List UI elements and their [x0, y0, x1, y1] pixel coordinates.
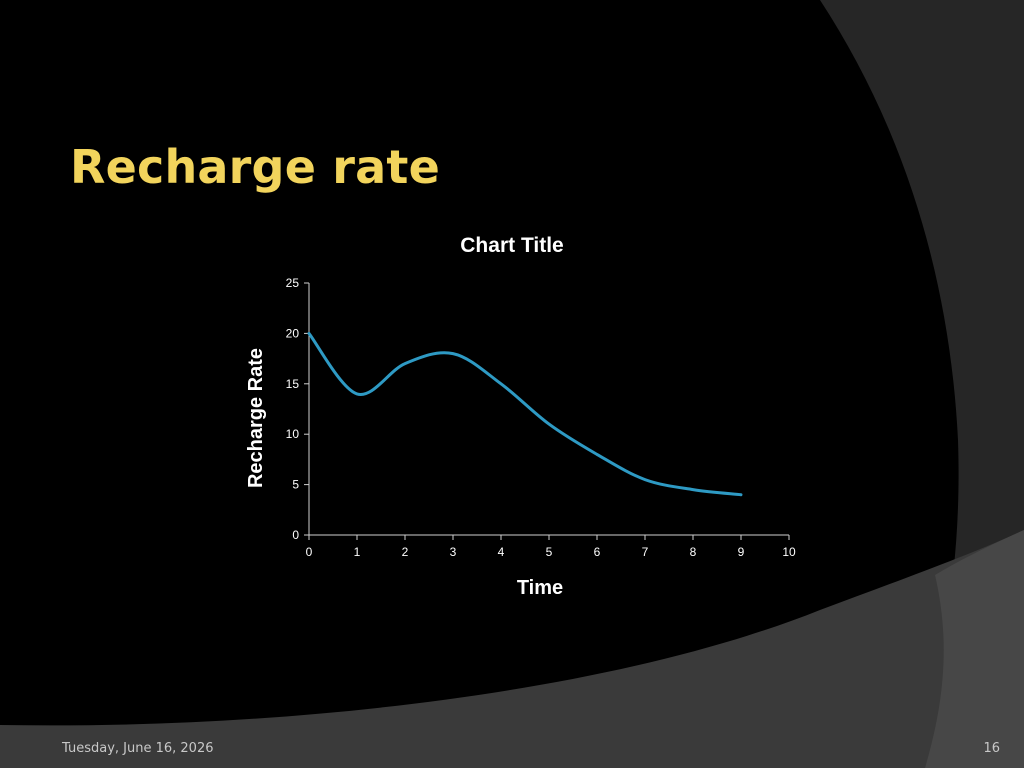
chart-title: Chart Title	[460, 234, 563, 257]
y-tick-label: 20	[286, 326, 300, 340]
y-tick-label: 10	[286, 427, 300, 441]
x-tick-label: 5	[546, 545, 553, 559]
x-tick-label: 4	[498, 545, 505, 559]
y-tick-label: 15	[286, 377, 300, 391]
x-tick-label: 9	[738, 545, 745, 559]
x-tick-label: 2	[402, 545, 409, 559]
x-tick-label: 8	[690, 545, 697, 559]
footer-date: Tuesday, June 16, 2026	[62, 741, 214, 756]
y-axis-label: Recharge Rate	[245, 348, 267, 488]
y-tick-label: 0	[292, 528, 299, 542]
x-tick-label: 7	[642, 545, 649, 559]
x-tick-label: 6	[594, 545, 601, 559]
x-tick-label: 0	[306, 545, 313, 559]
x-axis: 0 1 2 3 4 5 6 7 8 9 10	[306, 534, 796, 559]
background-arc-corner	[925, 530, 1024, 768]
slide-number: 16	[983, 741, 1000, 756]
x-tick-label: 3	[450, 545, 457, 559]
y-tick-label: 25	[286, 276, 300, 290]
x-axis-label: Time	[517, 577, 563, 599]
background-arc-bottom	[0, 530, 1024, 768]
x-tick-label: 1	[354, 545, 361, 559]
y-tick-label: 5	[292, 478, 299, 492]
x-tick-label: 10	[782, 545, 796, 559]
series-line-recharge-rate	[307, 331, 743, 497]
slide-title: Recharge rate	[70, 140, 441, 194]
y-axis: 0 5 10 15 20 25	[286, 276, 310, 542]
